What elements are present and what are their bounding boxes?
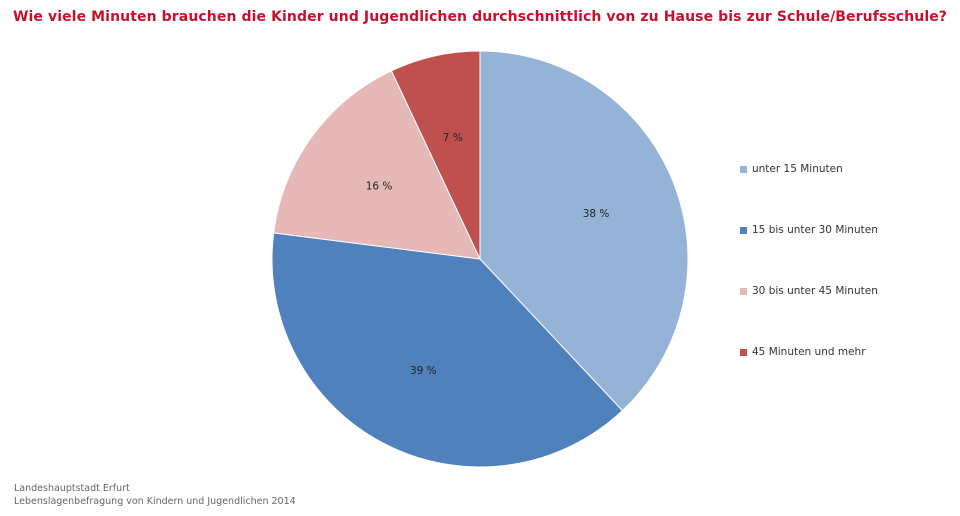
legend-swatch: [740, 226, 747, 234]
legend-label: 15 bis unter 30 Minuten: [752, 224, 878, 236]
legend-item-15-to-30: 15 bis unter 30 Minuten: [740, 224, 878, 236]
legend-item-under-15: unter 15 Minuten: [740, 163, 843, 175]
source-footer: Landeshauptstadt Erfurt Lebenslagenbefra…: [14, 482, 296, 508]
chart-title: Wie viele Minuten brauchen die Kinder un…: [12, 9, 948, 25]
slice-data-label: 39 %: [410, 365, 437, 377]
legend-swatch: [740, 287, 747, 295]
legend-swatch: [740, 348, 747, 356]
slice-under-15: [479, 50, 689, 412]
slice-30-to-45: [273, 70, 481, 260]
footer-line-2: Lebenslagenbefragung von Kindern und Jug…: [14, 496, 296, 507]
legend-label: 30 bis unter 45 Minuten: [752, 285, 878, 297]
slice-15-to-30: [271, 232, 624, 468]
slice-data-label: 7 %: [443, 132, 463, 144]
legend-swatch: [740, 165, 747, 173]
legend-label: unter 15 Minuten: [752, 163, 843, 175]
footer-line-1: Landeshauptstadt Erfurt: [14, 483, 130, 494]
legend-label: 45 Minuten und mehr: [752, 346, 866, 358]
slice-data-label: 38 %: [583, 208, 610, 220]
slice-45-plus: [390, 50, 481, 260]
slice-data-label: 16 %: [366, 181, 393, 193]
legend-item-30-to-45: 30 bis unter 45 Minuten: [740, 285, 878, 297]
legend-item-45-plus: 45 Minuten und mehr: [740, 346, 866, 358]
